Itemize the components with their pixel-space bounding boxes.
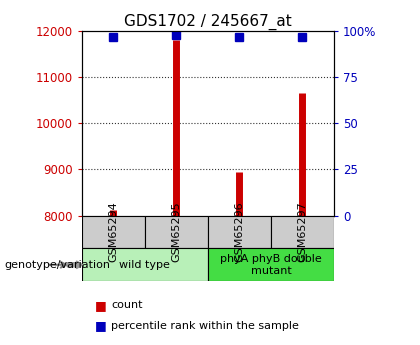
Title: GDS1702 / 245667_at: GDS1702 / 245667_at: [124, 13, 292, 30]
Text: GSM65295: GSM65295: [171, 202, 181, 262]
Text: GSM65297: GSM65297: [297, 201, 307, 263]
Text: ■: ■: [94, 319, 106, 333]
Text: GSM65294: GSM65294: [108, 201, 118, 263]
Text: percentile rank within the sample: percentile rank within the sample: [111, 321, 299, 331]
Text: ■: ■: [94, 299, 106, 312]
Bar: [271, 216, 334, 248]
Bar: [145, 216, 208, 248]
Bar: [208, 248, 334, 281]
Bar: [82, 216, 145, 248]
Bar: [208, 216, 271, 248]
Bar: [82, 248, 208, 281]
Text: count: count: [111, 300, 143, 310]
Text: GSM65296: GSM65296: [234, 202, 244, 262]
Text: genotype/variation: genotype/variation: [4, 260, 110, 270]
Text: wild type: wild type: [119, 260, 171, 270]
Text: phyA phyB double
mutant: phyA phyB double mutant: [220, 254, 322, 276]
